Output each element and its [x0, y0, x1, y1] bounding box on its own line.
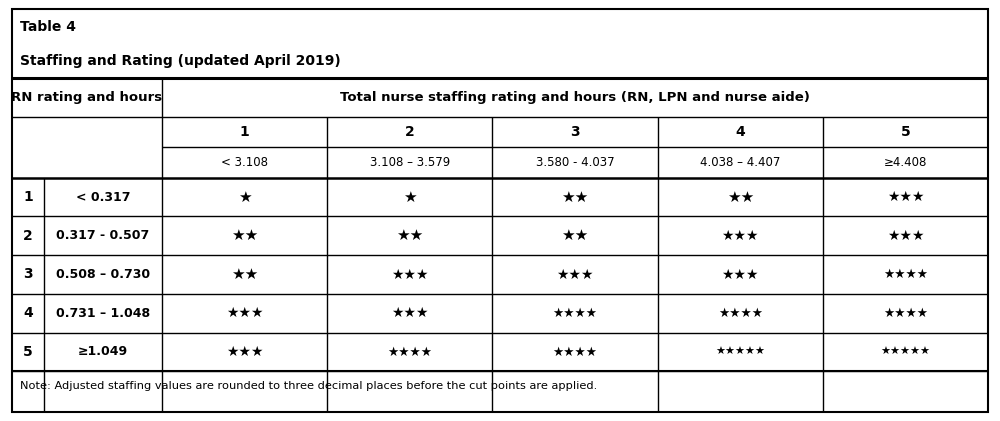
- Text: 2: 2: [405, 125, 415, 139]
- Text: ★★★: ★★★: [887, 229, 924, 243]
- Text: ★★★★: ★★★★: [883, 268, 928, 281]
- Text: ★★★: ★★★: [721, 229, 759, 243]
- Text: 2: 2: [23, 229, 33, 243]
- Text: 4.038 – 4.407: 4.038 – 4.407: [700, 156, 780, 169]
- Text: 3: 3: [570, 125, 580, 139]
- Text: ★★★★: ★★★★: [387, 346, 432, 358]
- Text: ≥4.408: ≥4.408: [884, 156, 927, 169]
- Text: ★★★: ★★★: [721, 267, 759, 282]
- Text: ≥1.049: ≥1.049: [78, 346, 128, 358]
- Text: ★★: ★★: [727, 189, 754, 205]
- Text: ★★★: ★★★: [887, 190, 924, 204]
- Text: ★★: ★★: [231, 228, 258, 243]
- Text: ★★: ★★: [561, 189, 589, 205]
- Text: 3.108 – 3.579: 3.108 – 3.579: [370, 156, 450, 169]
- Text: ★★★★★: ★★★★★: [715, 347, 765, 357]
- Text: ★★★: ★★★: [226, 345, 263, 359]
- Text: 5: 5: [901, 125, 910, 139]
- Text: 4: 4: [23, 306, 33, 320]
- Text: Total nurse staffing rating and hours (RN, LPN and nurse aide): Total nurse staffing rating and hours (R…: [340, 91, 810, 104]
- Text: ★★★★: ★★★★: [718, 307, 763, 320]
- Text: ★★: ★★: [231, 267, 258, 282]
- Text: 0.317 - 0.507: 0.317 - 0.507: [56, 229, 150, 242]
- Text: 0.731 – 1.048: 0.731 – 1.048: [56, 307, 150, 320]
- Text: ★★★★: ★★★★: [552, 346, 598, 358]
- Text: ★★★★: ★★★★: [552, 307, 598, 320]
- Text: 1: 1: [240, 125, 249, 139]
- Text: RN rating and hours: RN rating and hours: [11, 91, 163, 104]
- Text: Table 4: Table 4: [20, 19, 76, 34]
- Text: ★★★★: ★★★★: [883, 307, 928, 320]
- Text: ★: ★: [238, 189, 251, 205]
- Text: < 3.108: < 3.108: [221, 156, 268, 169]
- Text: ★: ★: [403, 189, 417, 205]
- Text: ★★: ★★: [396, 228, 423, 243]
- Text: 5: 5: [23, 345, 33, 359]
- Text: ★★★: ★★★: [391, 306, 429, 320]
- Text: 3: 3: [23, 267, 33, 282]
- Text: Note: Adjusted staffing values are rounded to three decimal places before the cu: Note: Adjusted staffing values are round…: [20, 381, 597, 392]
- Text: ★★: ★★: [561, 228, 589, 243]
- Text: ★★★: ★★★: [391, 267, 429, 282]
- Text: 1: 1: [23, 190, 33, 204]
- Text: 4: 4: [735, 125, 745, 139]
- Text: Staffing and Rating (updated April 2019): Staffing and Rating (updated April 2019): [20, 54, 341, 68]
- Text: 0.508 – 0.730: 0.508 – 0.730: [56, 268, 150, 281]
- Text: ★★★★★: ★★★★★: [880, 347, 930, 357]
- Text: < 0.317: < 0.317: [76, 191, 130, 203]
- Text: 3.580 - 4.037: 3.580 - 4.037: [536, 156, 614, 169]
- Text: ★★★: ★★★: [226, 306, 263, 320]
- Text: ★★★: ★★★: [556, 267, 594, 282]
